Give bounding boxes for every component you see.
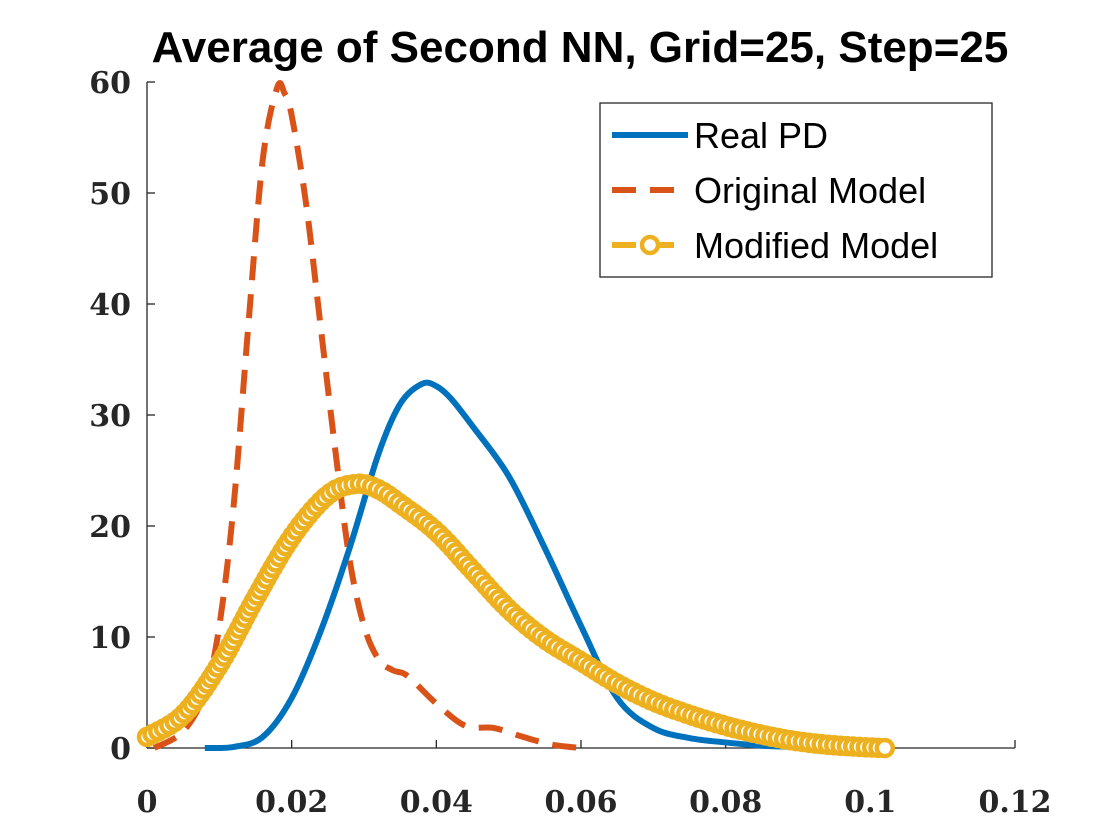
- series-line-original-model: [152, 80, 582, 751]
- series-layer: [136, 80, 896, 759]
- legend-label: Real PD: [694, 115, 828, 156]
- series-marker: [874, 737, 896, 759]
- legend-entry: Modified Model: [612, 225, 938, 266]
- series-modified-model: [136, 473, 896, 759]
- x-tick-label: 0.06: [544, 785, 617, 820]
- legend-marker: [639, 234, 661, 256]
- x-tick-label: 0.1: [844, 785, 896, 820]
- x-tick-label: 0.04: [400, 785, 473, 820]
- y-tick-label: 30: [89, 399, 131, 434]
- x-tick-label: 0.02: [255, 785, 328, 820]
- legend-label: Original Model: [694, 170, 926, 211]
- legend: Real PD Original Model Modified Model: [599, 102, 993, 278]
- y-tick-label: 40: [89, 288, 131, 323]
- y-tick-label: 0: [110, 732, 131, 767]
- y-tick-label: 50: [89, 177, 131, 212]
- x-ticks: 0 0.02 0.04 0.06 0.08 0.1 0.12: [137, 740, 1052, 820]
- legend-entry: Real PD: [612, 115, 828, 156]
- series-original-model: [152, 80, 582, 751]
- y-tick-label: 10: [89, 621, 131, 656]
- y-tick-label: 20: [89, 510, 131, 545]
- x-tick-label: 0.08: [689, 785, 762, 820]
- legend-entry: Original Model: [612, 170, 926, 211]
- y-ticks: 0 10 20 30 40 50 60: [89, 66, 155, 767]
- x-tick-label: 0.12: [978, 785, 1051, 820]
- chart-title: Average of Second NN, Grid=25, Step=25: [152, 23, 1009, 72]
- x-tick-label: 0: [137, 785, 158, 820]
- y-tick-label: 60: [89, 66, 131, 101]
- legend-label: Modified Model: [694, 225, 938, 266]
- series-line-real-pd: [204, 379, 799, 752]
- series-real-pd: [204, 379, 799, 752]
